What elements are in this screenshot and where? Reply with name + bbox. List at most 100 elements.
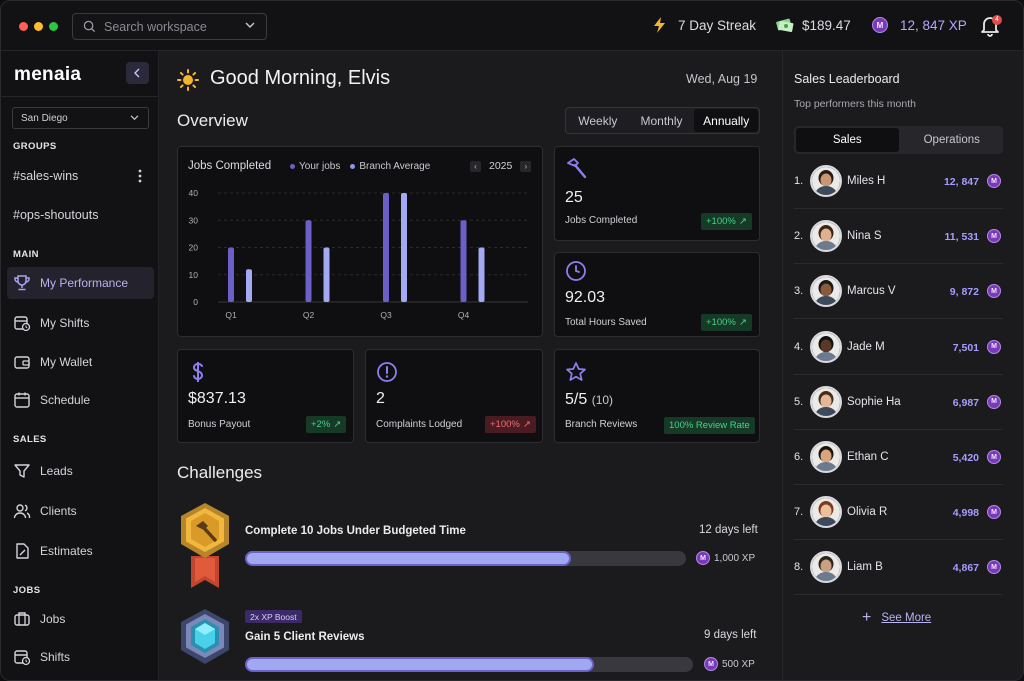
main-header: MAIN xyxy=(13,249,39,260)
challenge-xp: 500 XP xyxy=(722,658,755,670)
name: Marcus V xyxy=(847,285,896,298)
leaderboard-panel: Sales Leaderboard Top performers this mo… xyxy=(782,51,1023,680)
collapse-sidebar-button[interactable] xyxy=(126,62,149,84)
xp-coin-icon: M xyxy=(696,551,710,565)
y-tick-label: 20 xyxy=(189,243,199,253)
groups-header: GROUPS xyxy=(13,141,57,152)
nav-label: My Performance xyxy=(40,276,129,290)
bar-your-jobs-q4[interactable] xyxy=(460,220,467,302)
nav-jobs[interactable]: Jobs xyxy=(7,603,154,635)
leaderboard-row[interactable]: 3. Marcus V 9, 872 M xyxy=(794,264,1003,320)
nav-label: Jobs xyxy=(40,612,66,626)
hammer-icon xyxy=(567,158,587,179)
bar-your-jobs-q2[interactable] xyxy=(305,220,312,302)
name: Jade M xyxy=(847,340,885,353)
xp-coin-icon: M xyxy=(987,394,1001,409)
reviews-score: 5/5 xyxy=(565,391,588,408)
group-sales-wins[interactable]: #sales-wins xyxy=(13,169,79,183)
bar-branch-average-q4[interactable] xyxy=(478,247,485,303)
app-logo: menaia xyxy=(14,64,82,85)
y-tick-label: 40 xyxy=(189,188,199,198)
rank: 3. xyxy=(794,285,804,298)
legend-swatch xyxy=(350,164,356,169)
group-ops-shoutouts[interactable]: #ops-shoutouts xyxy=(13,208,99,222)
leaderboard-row[interactable]: 4. Jade M 7,501 M xyxy=(794,320,1003,375)
nav-my-wallet[interactable]: My Wallet xyxy=(7,346,154,378)
period-switcher: Weekly Monthly Annually xyxy=(565,107,760,134)
calendar-clock-icon xyxy=(12,647,32,667)
minimize-window-button[interactable] xyxy=(34,22,43,31)
bar-your-jobs-q1[interactable] xyxy=(228,247,234,303)
challenge-reward: M 500 XP xyxy=(704,657,755,671)
nav-my-performance[interactable]: My Performance xyxy=(7,267,154,299)
tab-sales[interactable]: Sales xyxy=(796,128,899,152)
bonus-payout-card: $837.13 Bonus Payout +2% ↗ xyxy=(177,349,354,443)
city-select[interactable]: San Diego xyxy=(12,107,149,129)
next-year-button[interactable]: › xyxy=(520,160,532,172)
bar-your-jobs-q3[interactable] xyxy=(383,193,389,302)
nav-label: Leads xyxy=(40,464,73,478)
leaderboard-row[interactable]: 7. Olivia R 4,998 M xyxy=(794,485,1003,541)
gem-badge-icon xyxy=(181,609,229,664)
leaderboard-row[interactable]: 6. Ethan C 5,420 M xyxy=(794,430,1003,485)
x-tick-label: Q1 xyxy=(225,310,237,320)
see-more-link[interactable]: + See More xyxy=(862,609,931,627)
nav-estimates[interactable]: Estimates xyxy=(7,535,154,567)
leaderboard-row[interactable]: 2. Nina S 11, 531 M xyxy=(794,209,1003,265)
xp-score: 5,420 xyxy=(952,452,979,464)
document-icon xyxy=(12,541,32,561)
previous-year-button[interactable]: ‹ xyxy=(470,160,481,172)
challenge-progress-fill xyxy=(245,551,572,566)
xp-coin-icon: M xyxy=(987,505,1001,520)
bar-branch-average-q1[interactable] xyxy=(246,269,252,302)
change-badge: +2% ↗ xyxy=(306,416,347,433)
bar-branch-average-q3[interactable] xyxy=(401,193,407,302)
chevron-down-icon xyxy=(130,115,139,121)
nav-shifts[interactable]: Shifts xyxy=(7,641,154,673)
balance-value: $189.47 xyxy=(802,17,851,33)
search-input[interactable]: Search workspace xyxy=(72,13,267,40)
avatar xyxy=(810,275,842,308)
nav-leads[interactable]: Leads xyxy=(7,455,154,487)
leaderboard-row[interactable]: 1. Miles H 12, 847 M xyxy=(794,154,1003,209)
sales-header: SALES xyxy=(13,434,47,445)
tab-operations[interactable]: Operations xyxy=(923,134,980,146)
name: Ethan C xyxy=(847,451,889,463)
period-weekly-tab[interactable]: Weekly xyxy=(578,113,618,128)
hours-saved-label: Total Hours Saved xyxy=(565,317,647,328)
calendar-clock-icon xyxy=(12,313,32,333)
greeting: Good Morning, Elvis xyxy=(210,67,391,89)
xp-coin-icon: M xyxy=(987,560,1001,575)
challenge-progress-fill xyxy=(245,657,595,672)
nav-label: Schedule xyxy=(40,393,91,407)
nav-schedule[interactable]: Schedule xyxy=(7,384,154,416)
sidebar: menaia San Diego GROUPS #sales-wins #ops… xyxy=(1,51,159,680)
chevron-down-icon[interactable] xyxy=(245,22,255,29)
period-monthly-tab[interactable]: Monthly xyxy=(640,113,683,128)
bar-branch-average-q2[interactable] xyxy=(323,247,330,303)
nav-label: Shifts xyxy=(40,650,71,664)
rank: 2. xyxy=(794,230,804,243)
leaderboard-row[interactable]: 5. Sophie Ha 6,987 M xyxy=(794,375,1003,430)
branch-reviews-value: 5/5 (10) xyxy=(565,391,613,409)
jobs-completed-label: Jobs Completed xyxy=(565,215,638,226)
maximize-window-button[interactable] xyxy=(49,22,58,31)
arrow-up-right-icon: ↗ xyxy=(738,317,747,328)
more-options-icon[interactable] xyxy=(138,169,142,183)
avatar xyxy=(810,330,842,363)
nav-my-shifts[interactable]: My Shifts xyxy=(7,307,154,339)
xp-score: 9, 872 xyxy=(949,286,979,299)
nav-clients[interactable]: Clients xyxy=(7,495,154,527)
xp-score: 4,998 xyxy=(952,507,979,520)
streak-label: 7 Day Streak xyxy=(678,17,757,33)
rank: 4. xyxy=(794,340,804,353)
xp-coin-icon: M xyxy=(987,284,1001,299)
notification-badge: 4 xyxy=(992,15,1002,25)
close-window-button[interactable] xyxy=(19,22,28,31)
leaderboard-row[interactable]: 8. Liam B 4,867 M xyxy=(794,540,1003,596)
rank: 7. xyxy=(794,506,804,519)
lightning-icon xyxy=(654,17,665,33)
period-annually-tab[interactable]: Annually xyxy=(694,109,759,132)
challenge-progress-bar xyxy=(245,551,686,566)
challenge-title: Complete 10 Jobs Under Budgeted Time xyxy=(245,525,466,537)
